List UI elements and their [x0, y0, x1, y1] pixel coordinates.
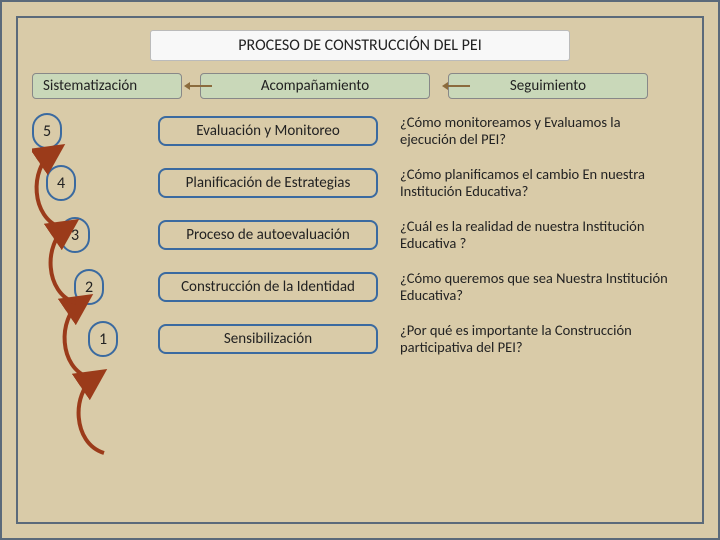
- step-question: ¿Cuál es la realidad de nuestra Instituc…: [400, 218, 670, 252]
- step-question: ¿Cómo planificamos el cambio En nuestra …: [400, 166, 670, 200]
- step-row: 5 Evaluación y Monitoreo ¿Cómo monitorea…: [32, 113, 688, 149]
- title-text: PROCESO DE CONSTRUCCIÓN DEL PEI: [238, 36, 481, 55]
- step-row: 3 Proceso de autoevaluación ¿Cuál es la …: [32, 217, 688, 253]
- step-question: ¿Cómo queremos que sea Nuestra Instituci…: [400, 270, 670, 304]
- step-row: 4 Planificación de Estrategias ¿Cómo pla…: [32, 165, 688, 201]
- step-box: Sensibilización: [158, 324, 378, 355]
- step-number: 3: [60, 217, 90, 253]
- arrow-icon: [448, 85, 470, 87]
- step-box: Evaluación y Monitoreo: [158, 116, 378, 147]
- top-label-sistematizacion: Sistematización: [32, 73, 182, 99]
- step-box: Construcción de la Identidad: [158, 272, 378, 303]
- steps-container: 5 Evaluación y Monitoreo ¿Cómo monitorea…: [32, 113, 688, 357]
- diagram-inner-frame: PROCESO DE CONSTRUCCIÓN DEL PEI Sistemat…: [16, 16, 704, 524]
- step-box: Planificación de Estrategias: [158, 168, 378, 199]
- step-question: ¿Por qué es importante la Construcción p…: [400, 322, 670, 356]
- diagram-canvas: PROCESO DE CONSTRUCCIÓN DEL PEI Sistemat…: [0, 0, 720, 540]
- step-number: 4: [46, 165, 76, 201]
- step-row: 2 Construcción de la Identidad ¿Cómo que…: [32, 269, 688, 305]
- arrow-icon: [190, 85, 212, 87]
- title-box: PROCESO DE CONSTRUCCIÓN DEL PEI: [150, 30, 570, 61]
- top-label-acompanamiento: Acompañamiento: [200, 73, 430, 99]
- step-number: 2: [74, 269, 104, 305]
- step-box: Proceso de autoevaluación: [158, 220, 378, 251]
- step-row: 1 Sensibilización ¿Por qué es importante…: [32, 321, 688, 357]
- step-question: ¿Cómo monitoreamos y Evaluamos la ejecuc…: [400, 114, 670, 148]
- top-row: Sistematización Acompañamiento Seguimien…: [32, 73, 688, 99]
- step-number: 1: [88, 321, 118, 357]
- top-label-seguimiento: Seguimiento: [448, 73, 648, 99]
- step-number: 5: [32, 113, 62, 149]
